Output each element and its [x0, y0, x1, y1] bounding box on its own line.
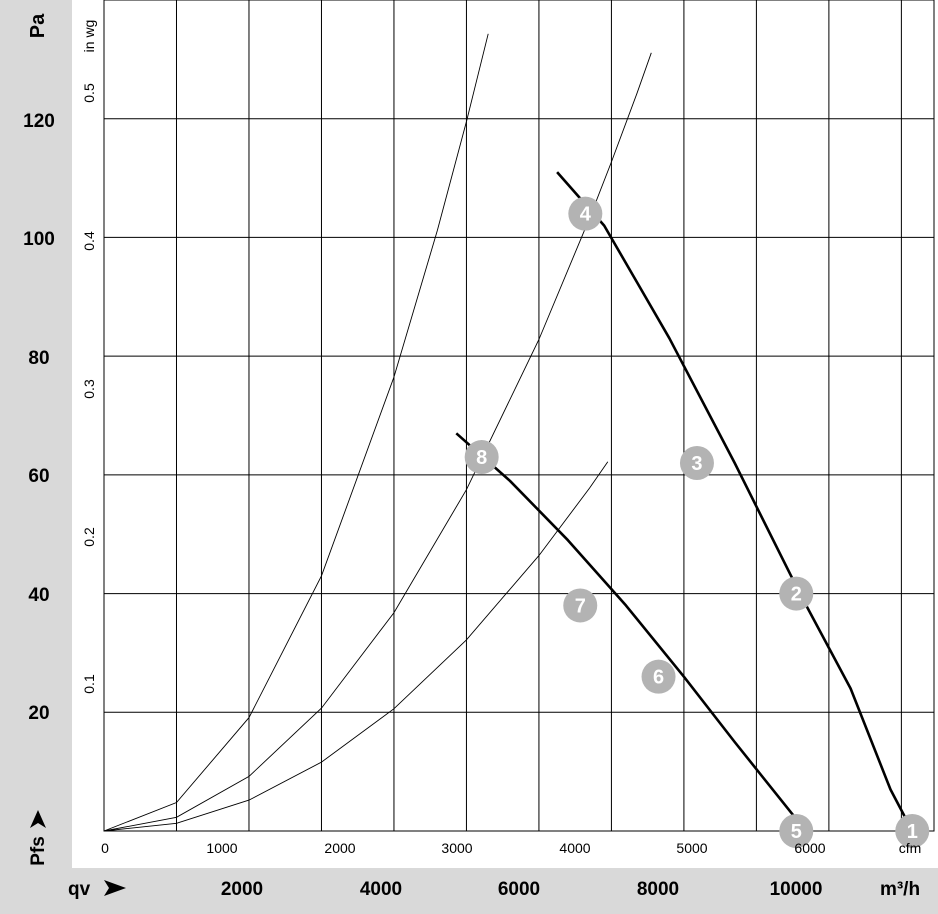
fan-curve — [556, 171, 914, 832]
y-tick-pa: 40 — [28, 585, 49, 606]
operating-point-marker: 4 — [568, 196, 603, 231]
operating-point-label: 8 — [476, 447, 487, 469]
operating-point-marker: 8 — [464, 440, 499, 475]
x-unit-primary: m³/h — [880, 879, 920, 900]
x-tick-m3h: 8000 — [637, 879, 679, 900]
operating-point-marker: 3 — [679, 445, 714, 480]
y-unit-secondary: in wg — [81, 20, 97, 53]
y-tick-pa: 60 — [28, 466, 49, 487]
system-curve — [103, 33, 489, 832]
y-axis-arrow-icon — [30, 810, 46, 828]
x-tick-m3h: 10000 — [770, 879, 823, 900]
x-tick-cfm: 1000 — [206, 840, 237, 856]
operating-point-marker: 5 — [779, 814, 814, 848]
fan-curve — [455, 432, 798, 820]
y-axis-label: Pfs — [28, 836, 49, 866]
system-curve — [103, 52, 652, 832]
operating-point-marker: 1 — [895, 814, 930, 848]
x-tick-m3h: 2000 — [221, 879, 263, 900]
y-tick-inwg: 0.4 — [81, 231, 97, 251]
y-tick-pa: 120 — [23, 111, 55, 132]
y-tick-pa: 100 — [23, 229, 55, 250]
operating-point-label: 5 — [791, 821, 802, 843]
y-tick-inwg: 0.1 — [81, 674, 97, 694]
grid-lines — [103, 0, 935, 832]
operating-point-circle — [679, 445, 714, 480]
operating-point-label: 3 — [691, 453, 702, 475]
plot-area — [104, 0, 934, 831]
x-tick-cfm: 0 — [101, 840, 109, 856]
x-tick-cfm: 2000 — [324, 840, 355, 856]
fan-curves — [455, 171, 914, 832]
plot-border — [103, 0, 935, 832]
operating-point-label: 7 — [575, 595, 586, 617]
operating-point-circle — [779, 576, 814, 611]
operating-point-label: 1 — [907, 821, 918, 843]
x-tick-cfm: 4000 — [559, 840, 590, 856]
operating-point-circle — [779, 814, 814, 848]
operating-point-circle — [563, 588, 598, 623]
x-axis-label: qv — [68, 879, 91, 900]
y-tick-inwg: 0.5 — [81, 83, 97, 103]
x-unit-secondary: cfm — [899, 840, 922, 856]
operating-point-marker: 6 — [641, 659, 676, 694]
x-tick-m3h: 6000 — [498, 879, 540, 900]
y-unit-primary: Pa — [27, 13, 49, 38]
system-curves — [103, 33, 652, 832]
x-tick-cfm: 5000 — [676, 840, 707, 856]
operating-point-circle — [464, 440, 499, 475]
operating-point-marker: 2 — [779, 576, 814, 611]
operating-point-label: 4 — [580, 204, 592, 226]
operating-point-label: 2 — [791, 584, 802, 606]
y-tick-inwg: 0.2 — [81, 527, 97, 547]
x-tick-m3h: 4000 — [360, 879, 402, 900]
y-tick-pa: 20 — [28, 703, 49, 724]
x-axis-arrow-icon — [104, 880, 126, 896]
bottom-axis-band — [0, 868, 938, 914]
operating-point-circle — [568, 196, 603, 231]
operating-point-marker: 7 — [563, 588, 598, 623]
system-curve — [103, 461, 609, 832]
operating-point-circle — [895, 814, 930, 848]
operating-point-label: 6 — [653, 667, 664, 689]
x-tick-cfm: 6000 — [794, 840, 825, 856]
operating-point-circle — [641, 659, 676, 694]
left-axis-band — [0, 0, 72, 868]
y-tick-pa: 80 — [28, 348, 49, 369]
x-tick-cfm: 3000 — [441, 840, 472, 856]
operating-points: 1 2 3 4 5 6 7 8 — [464, 196, 930, 848]
y-tick-inwg: 0.3 — [81, 379, 97, 399]
